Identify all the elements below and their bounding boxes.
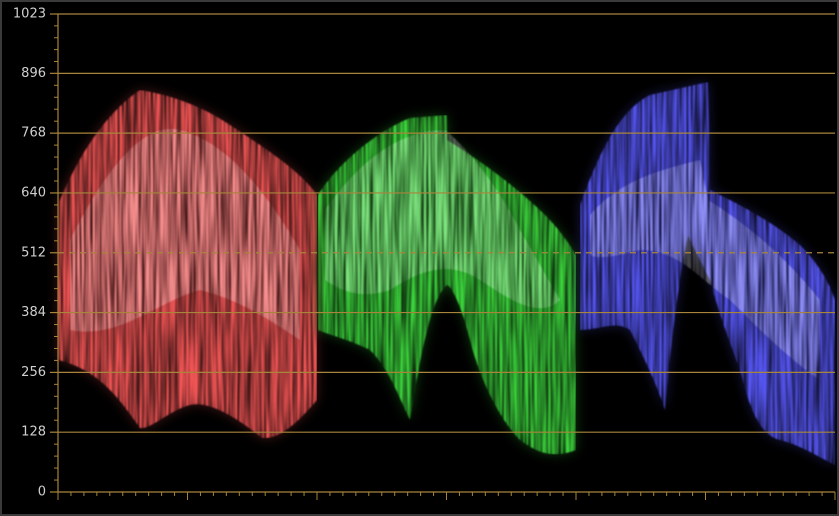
y-tick-label: 0: [38, 485, 46, 500]
channel-highlight: [590, 160, 820, 380]
waveforms: [58, 82, 835, 465]
y-tick-label: 640: [21, 185, 46, 200]
y-tick-label: 256: [21, 365, 46, 380]
y-tick-label: 896: [21, 66, 46, 81]
y-tick-label: 384: [21, 305, 46, 320]
axes: 0 128 256 384 512 640 768 896 1023: [13, 7, 836, 500]
channel-highlight: [325, 130, 560, 309]
y-tick-label: 512: [21, 245, 46, 260]
channel-highlight: [70, 128, 300, 340]
y-tick-label: 128: [21, 425, 46, 440]
y-tick-label: 768: [21, 126, 46, 141]
y-tick-label: 1023: [13, 7, 46, 22]
